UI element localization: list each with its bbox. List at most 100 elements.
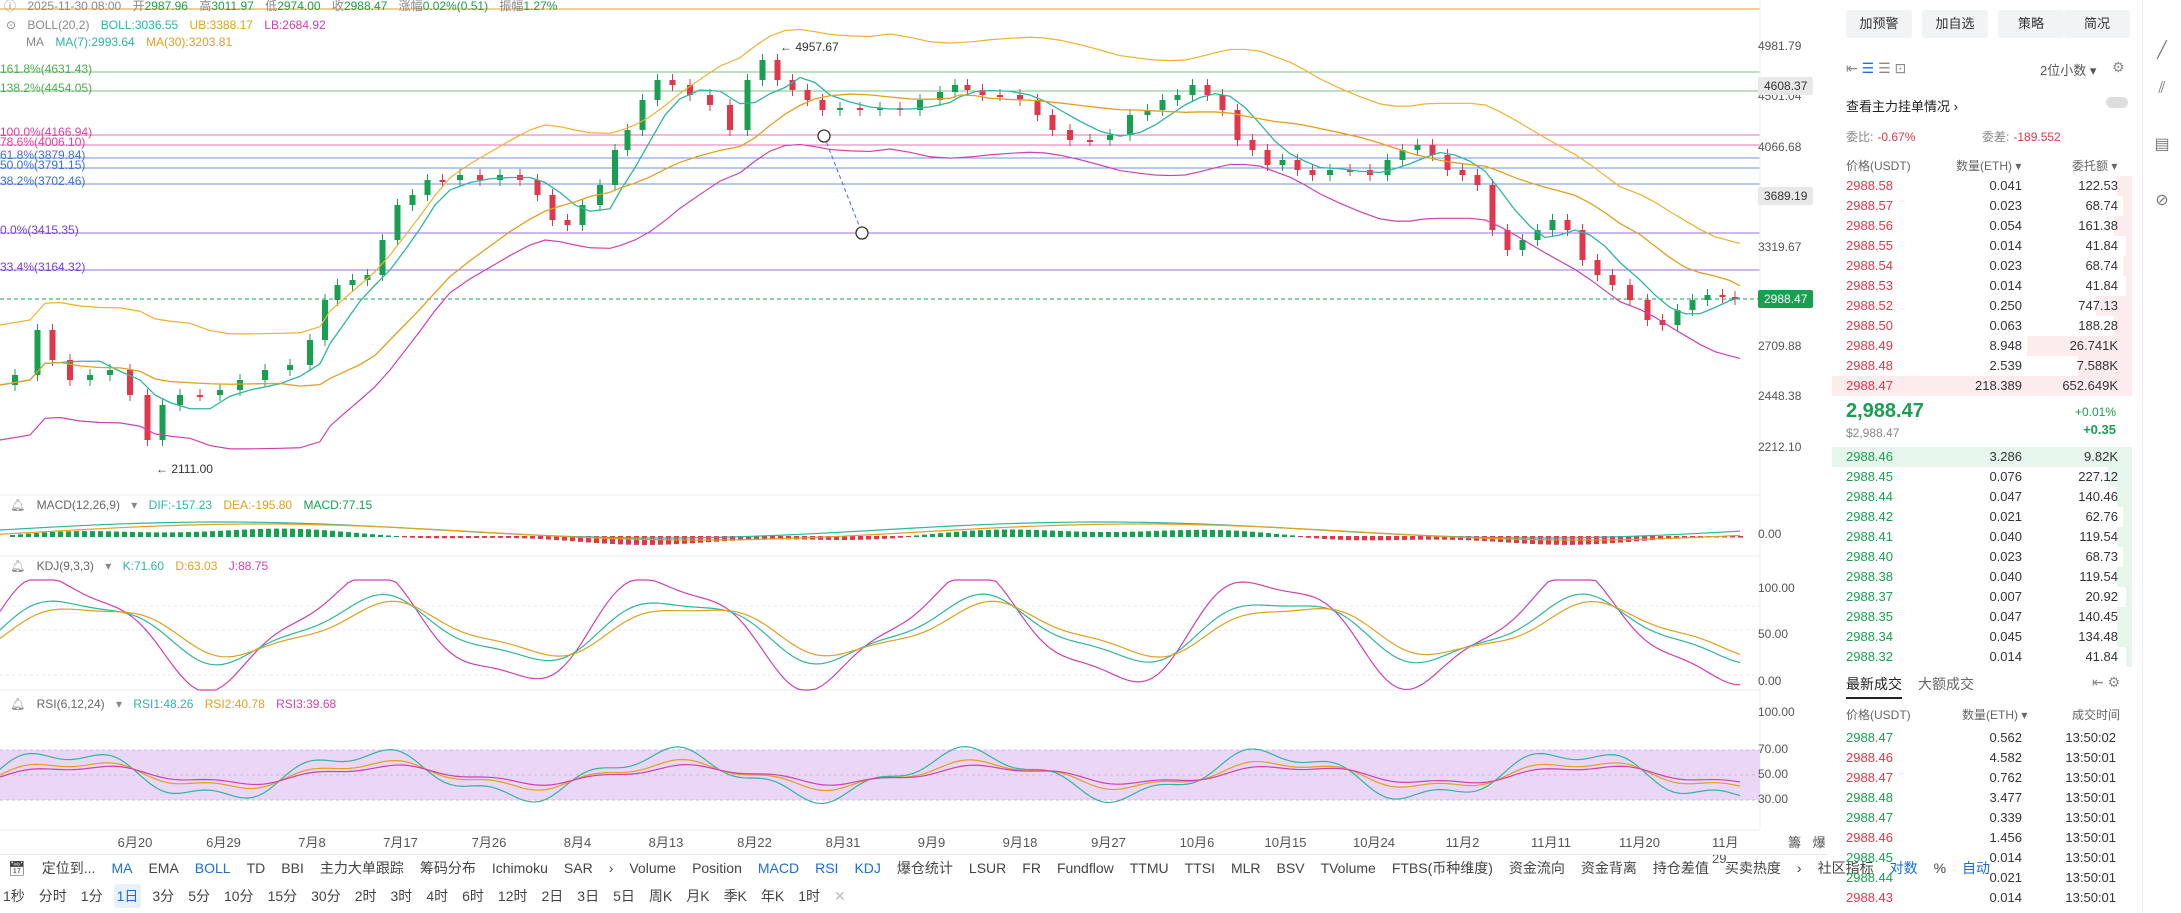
magnet-icon[interactable]: ⊘ <box>2155 192 2169 209</box>
sub-indicator-1[interactable]: Position <box>692 860 742 876</box>
tab-latest-trades[interactable]: 最新成交 <box>1846 674 1902 699</box>
close-icon[interactable]: ✕ <box>834 887 846 904</box>
sub-indicator-13[interactable]: TVolume <box>1320 860 1376 876</box>
bell-icon[interactable]: 🔔︎ <box>10 498 26 512</box>
main-force-toggle[interactable] <box>2106 97 2128 108</box>
order-row[interactable]: 2988.45 0.076 227.12 <box>1832 467 2132 487</box>
interval-16[interactable]: 5日 <box>613 888 635 904</box>
main-indicator-4[interactable]: BBI <box>281 860 304 876</box>
liq-toggle[interactable]: 爆 <box>1812 835 1826 850</box>
settings-icon[interactable]: ⚙ <box>2112 59 2125 75</box>
interval-0[interactable]: 1秒 <box>3 888 25 904</box>
sub-indicator-16[interactable]: 资金背离 <box>1580 860 1637 876</box>
more-indicators-icon[interactable]: › <box>608 860 614 876</box>
interval-17[interactable]: 周K <box>648 888 673 904</box>
order-row[interactable]: 2988.37 0.007 20.92 <box>1832 587 2132 607</box>
order-row[interactable]: 2988.49 8.948 26.741K <box>1832 336 2132 356</box>
community-indicators[interactable]: 社区指标 <box>1817 860 1874 876</box>
percent-toggle[interactable]: % <box>1933 860 1947 876</box>
interval-13[interactable]: 12时 <box>497 888 528 904</box>
order-row[interactable]: 2988.41 0.040 119.54 <box>1832 527 2132 547</box>
main-indicator-5[interactable]: 主力大单跟踪 <box>319 860 404 876</box>
indicator-icon[interactable]: ▤ <box>2154 136 2170 153</box>
interval-3[interactable]: 1日 <box>113 884 142 908</box>
sub-indicator-2[interactable]: MACD <box>757 860 800 876</box>
interval-18[interactable]: 月K <box>686 888 710 904</box>
sub-indicator-14[interactable]: FTBS(币种维度) <box>1391 860 1493 876</box>
main-indicator-7[interactable]: Ichimoku <box>491 860 548 876</box>
chart-area[interactable]: ⓘ 2025-11-30 08:00 开2987.96 高3011.97 低29… <box>0 0 1990 913</box>
book-view-icons[interactable]: ⇤ ☰ ☰ ⊡ <box>1846 60 1907 76</box>
order-row[interactable]: 2988.42 0.021 62.76 <box>1832 507 2132 527</box>
main-force-link[interactable]: 查看主力挂单情况 › <box>1846 99 1958 114</box>
sub-indicator-9[interactable]: TTMU <box>1129 860 1169 876</box>
more-sub-indicators-icon[interactable]: › <box>1796 860 1802 876</box>
order-row[interactable]: 2988.58 0.041 122.53 <box>1832 176 2132 196</box>
order-row[interactable]: 2988.40 0.023 68.73 <box>1832 547 2132 567</box>
interval-15[interactable]: 3日 <box>577 888 600 904</box>
interval-20[interactable]: 年K <box>760 888 785 904</box>
interval-5[interactable]: 5分 <box>188 888 210 904</box>
sub-indicator-18[interactable]: 买卖热度 <box>1724 860 1781 876</box>
order-row[interactable]: 2988.35 0.047 140.45 <box>1832 607 2132 627</box>
strategy-button[interactable]: 策略 <box>1998 10 2064 38</box>
main-indicator-1[interactable]: EMA <box>148 860 179 876</box>
order-row[interactable]: 2988.38 0.040 119.54 <box>1832 567 2132 587</box>
order-row[interactable]: 2988.54 0.023 68.74 <box>1832 256 2132 276</box>
bell-icon[interactable]: 🔔︎ <box>10 559 26 573</box>
chart-type-icon[interactable]: ⫽ <box>2158 80 2166 97</box>
sub-indicator-0[interactable]: Volume <box>629 860 677 876</box>
interval-11[interactable]: 4时 <box>426 888 449 904</box>
log-scale-toggle[interactable]: 对数 <box>1889 860 1918 876</box>
alert-button[interactable]: 加预警 <box>1846 10 1912 38</box>
order-row[interactable]: 2988.52 0.250 747.13 <box>1832 296 2132 316</box>
sub-indicator-12[interactable]: BSV <box>1276 860 1305 876</box>
sub-indicator-4[interactable]: KDJ <box>854 860 881 876</box>
sub-indicator-15[interactable]: 资金流向 <box>1508 860 1565 876</box>
main-indicator-0[interactable]: MA <box>111 860 133 876</box>
interval-14[interactable]: 2日 <box>541 888 564 904</box>
order-row[interactable]: 2988.56 0.054 161.38 <box>1832 216 2132 236</box>
order-row[interactable]: 2988.50 0.063 188.28 <box>1832 316 2132 336</box>
order-row[interactable]: 2988.47 218.389 652.649K <box>1832 376 2132 396</box>
sub-indicator-10[interactable]: TTSI <box>1184 860 1215 876</box>
calendar-icon[interactable]: 📅︎ <box>8 859 26 876</box>
interval-1[interactable]: 分时 <box>38 888 67 904</box>
order-row[interactable]: 2988.53 0.014 41.84 <box>1832 276 2132 296</box>
interval-19[interactable]: 季K <box>723 888 747 904</box>
auto-scale-toggle[interactable]: 自动 <box>1962 860 1991 876</box>
interval-12[interactable]: 6时 <box>462 888 484 904</box>
interval-10[interactable]: 3时 <box>390 888 413 904</box>
sub-indicator-7[interactable]: FR <box>1022 860 1041 876</box>
main-indicator-2[interactable]: BOLL <box>194 860 231 876</box>
col-qty[interactable]: 数量(ETH) ▾ <box>1956 159 2022 173</box>
interval-21[interactable]: 1时 <box>798 888 821 904</box>
precision-select[interactable]: 2位小数 ▾ <box>2040 63 2097 78</box>
main-indicator-8[interactable]: SAR <box>563 860 593 876</box>
interval-4[interactable]: 3分 <box>152 888 175 904</box>
order-row[interactable]: 2988.44 0.047 140.46 <box>1832 487 2132 507</box>
order-row[interactable]: 2988.57 0.023 68.74 <box>1832 196 2132 216</box>
sub-indicator-8[interactable]: Fundflow <box>1056 860 1114 876</box>
watchlist-button[interactable]: 加自选 <box>1922 10 1988 38</box>
main-indicator-6[interactable]: 筹码分布 <box>419 860 476 876</box>
interval-7[interactable]: 15分 <box>267 888 298 904</box>
main-indicator-3[interactable]: TD <box>246 860 266 876</box>
sub-indicator-11[interactable]: MLR <box>1230 860 1261 876</box>
sub-indicator-5[interactable]: 爆仓统计 <box>896 860 953 876</box>
sub-indicator-6[interactable]: LSUR <box>968 860 1007 876</box>
interval-8[interactable]: 30分 <box>311 888 341 904</box>
order-row[interactable]: 2988.48 2.539 7.588K <box>1832 356 2132 376</box>
order-row[interactable]: 2988.34 0.045 134.48 <box>1832 627 2132 647</box>
bell-icon[interactable]: 🔔︎ <box>10 697 26 711</box>
trade-col-qty[interactable]: 数量(ETH) ▾ <box>1962 708 2028 722</box>
interval-9[interactable]: 2时 <box>354 888 377 904</box>
goto-button[interactable]: 定位到... <box>41 860 96 876</box>
order-row[interactable]: 2988.32 0.014 41.84 <box>1832 647 2132 667</box>
collapse-icon[interactable]: ⊙ <box>6 18 17 32</box>
rsi-dropdown-icon[interactable]: ▾ <box>115 697 122 711</box>
macd-dropdown-icon[interactable]: ▾ <box>131 498 138 512</box>
interval-6[interactable]: 10分 <box>223 888 254 904</box>
kdj-dropdown-icon[interactable]: ▾ <box>105 559 112 573</box>
kline-chart[interactable] <box>0 0 1828 860</box>
